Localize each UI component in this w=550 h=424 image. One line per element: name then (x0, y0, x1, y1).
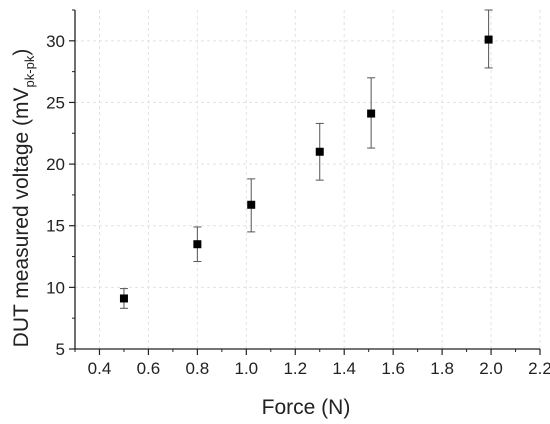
data-point (315, 122, 324, 181)
x-tick-label: 1.0 (234, 359, 258, 378)
point-marker (484, 35, 493, 44)
x-tick-label: 1.6 (381, 359, 405, 378)
data-points (119, 9, 493, 309)
point-marker (315, 147, 324, 156)
x-axis-title: Force (N) (262, 396, 351, 419)
y-tick-label: 5 (56, 340, 65, 359)
x-tick-label: 0.6 (137, 359, 161, 378)
x-tick-label: 2.0 (479, 359, 503, 378)
grid-lines (75, 10, 541, 350)
y-tick-label: 15 (46, 217, 65, 236)
y-axis-title-subscript: pk-pk (22, 55, 37, 87)
data-point (193, 226, 202, 262)
x-ticks: 0.4 0.6 0.8 1.0 1.2 1.4 1.6 1.8 2.0 2.2 (74, 349, 550, 378)
y-tick-label: 30 (46, 32, 65, 51)
y-axis-title: DUT measured voltage (mVpk-pk) (10, 49, 37, 348)
data-point (367, 77, 376, 149)
y-tick-label: 10 (46, 278, 65, 297)
point-marker (367, 109, 376, 118)
data-point (484, 9, 493, 69)
y-axis-title-main: DUT measured voltage (mV (10, 87, 33, 347)
data-point (247, 178, 256, 233)
x-tick-label: 1.2 (283, 359, 307, 378)
y-tick-label: 20 (46, 155, 65, 174)
point-marker (193, 240, 202, 249)
x-tick-label: 0.8 (186, 359, 210, 378)
data-point (119, 288, 128, 309)
y-ticks: 5 10 15 20 25 30 (46, 9, 75, 359)
y-tick-label: 25 (46, 93, 65, 112)
y-axis-title-close: ) (10, 49, 33, 56)
point-marker (247, 200, 256, 209)
x-tick-label: 1.8 (430, 359, 454, 378)
axes (74, 10, 540, 350)
point-marker (119, 294, 128, 303)
x-tick-label: 0.4 (88, 359, 112, 378)
x-tick-label: 1.4 (332, 359, 356, 378)
x-tick-label: 2.2 (528, 359, 550, 378)
